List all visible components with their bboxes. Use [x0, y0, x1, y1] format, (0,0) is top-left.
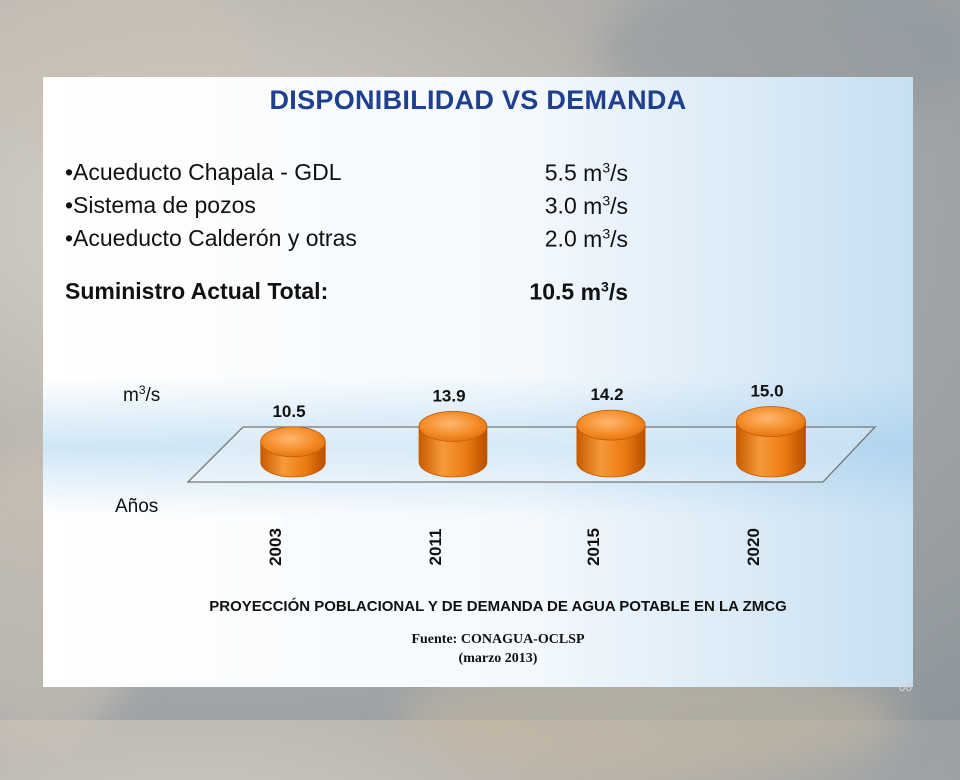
source-date: (marzo 2013)	[458, 651, 538, 666]
data-label: 13.9	[432, 386, 465, 405]
y-axis-label: m3/s	[123, 383, 160, 406]
chart-bar	[418, 411, 488, 478]
slide-title: DISPONIBILIDAD VS DEMANDA	[269, 85, 687, 115]
page-number: 68	[898, 680, 912, 694]
supply-value: 5.5 m3/s	[544, 159, 628, 186]
total-label: Suministro Actual Total:	[65, 278, 329, 304]
data-label: 14.2	[590, 385, 623, 404]
total-value: 10.5 m3/s	[529, 278, 628, 305]
x-tick-label: 2003	[266, 528, 285, 566]
x-axis-label: Años	[115, 496, 158, 517]
chart-bar	[736, 406, 806, 478]
supply-value: 3.0 m3/s	[544, 192, 628, 219]
chart-floor	[186, 426, 877, 483]
footer-title: PROYECCIÓN POBLACIONAL Y DE DEMANDA DE A…	[209, 598, 787, 615]
supply-value: 2.0 m3/s	[544, 225, 628, 252]
data-label: 15.0	[750, 382, 783, 401]
supply-label: •Acueducto Calderón y otras	[65, 225, 357, 251]
demand-chart: m3/s Años 10.5 2003 13.9 2011 14.2 2015 15.0 20…	[115, 382, 877, 566]
chart-bar	[576, 409, 646, 478]
chart-bar	[260, 426, 326, 478]
source-line: Fuente: CONAGUA-OCLSP	[411, 632, 585, 647]
x-tick-label: 2011	[426, 529, 445, 566]
supply-label: •Sistema de pozos	[65, 192, 256, 218]
x-tick-label: 2020	[744, 528, 763, 566]
slide-panel: DISPONIBILIDAD VS DEMANDA •Acueducto Cha…	[43, 77, 913, 687]
x-tick-label: 2015	[584, 528, 603, 566]
data-label: 10.5	[272, 402, 305, 421]
supply-label: •Acueducto Chapala - GDL	[65, 159, 342, 185]
